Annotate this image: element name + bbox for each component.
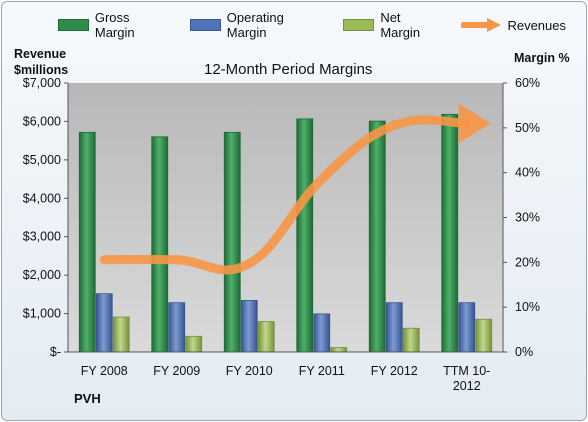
bar-net-margin [112,316,130,353]
right-tick-label: 50% [515,121,540,135]
legend-item-revenues: Revenues [461,18,566,33]
category-label: FY 2010 [226,364,273,378]
category-label: FY 2009 [153,364,200,378]
bar-operating-margin [168,302,186,353]
legend-item-operating-margin: Operating Margin [189,10,324,40]
left-tick-label: $- [50,345,61,359]
left-axis-title-line2: $millions [14,63,69,77]
left-tick-label: $6,000 [23,114,61,128]
left-tick-label: $3,000 [23,230,61,244]
legend-swatch-gross-margin [58,19,89,31]
bar-gross-margin [78,131,96,353]
bar-operating-margin [385,302,403,353]
category-label: TTM 10- [443,364,490,378]
left-axis-title: Revenue $millions [14,46,68,78]
bar-operating-margin [313,313,331,353]
left-tick-label: $4,000 [23,191,61,205]
bar-net-margin [185,335,203,353]
right-tick-label: 60% [515,76,540,90]
plot-area [68,83,503,352]
right-tick-label: 40% [515,166,540,180]
bar-gross-margin [151,136,169,353]
right-tick-label: 0% [515,345,533,359]
right-tick-label: 20% [515,255,540,269]
left-tick-label: $2,000 [23,268,61,282]
bar-operating-margin [240,300,258,353]
revenue-line [99,115,472,275]
bar-gross-margin [368,120,386,353]
left-axis-title-line1: Revenue [14,47,67,61]
bar-gross-margin [296,118,314,353]
bar-net-margin [257,321,275,353]
bar-operating-margin [95,293,113,353]
bar-net-margin [475,318,493,353]
right-tick-label: 30% [515,211,540,225]
revenue-arrowhead [458,103,491,144]
left-tick-label: $7,000 [23,76,61,90]
legend-label-net-margin: Net Margin [380,10,421,40]
legend-label-gross-margin: Gross Margin [94,10,135,40]
left-tick-label: $1,000 [23,307,61,321]
legend-item-net-margin: Net Margin [343,10,441,40]
right-tick-label: 10% [515,300,540,314]
bar-gross-margin [223,131,241,353]
bar-net-margin [330,347,348,353]
legend-arrow-icon [461,18,502,32]
legend-item-gross-margin: Gross Margin [58,10,170,40]
footer-label: PVH [74,391,101,406]
category-label: FY 2008 [81,364,128,378]
category-label: 2012 [453,379,481,393]
legend-swatch-net-margin [343,19,375,31]
bar-operating-margin [458,302,476,353]
left-tick-label: $5,000 [23,153,61,167]
legend-swatch-operating-margin [189,19,221,31]
legend-label-revenues: Revenues [507,17,566,33]
right-axis-title: Margin % [514,51,570,65]
legend-label-operating-margin: Operating Margin [226,10,284,40]
bar-gross-margin [441,113,459,353]
category-label: FY 2011 [299,364,345,378]
chart-title: 12-Month Period Margins [204,61,373,78]
chart-legend: Gross Margin Operating Margin Net Margin… [58,10,586,40]
category-label: FY 2012 [371,364,418,378]
bar-net-margin [402,327,420,353]
